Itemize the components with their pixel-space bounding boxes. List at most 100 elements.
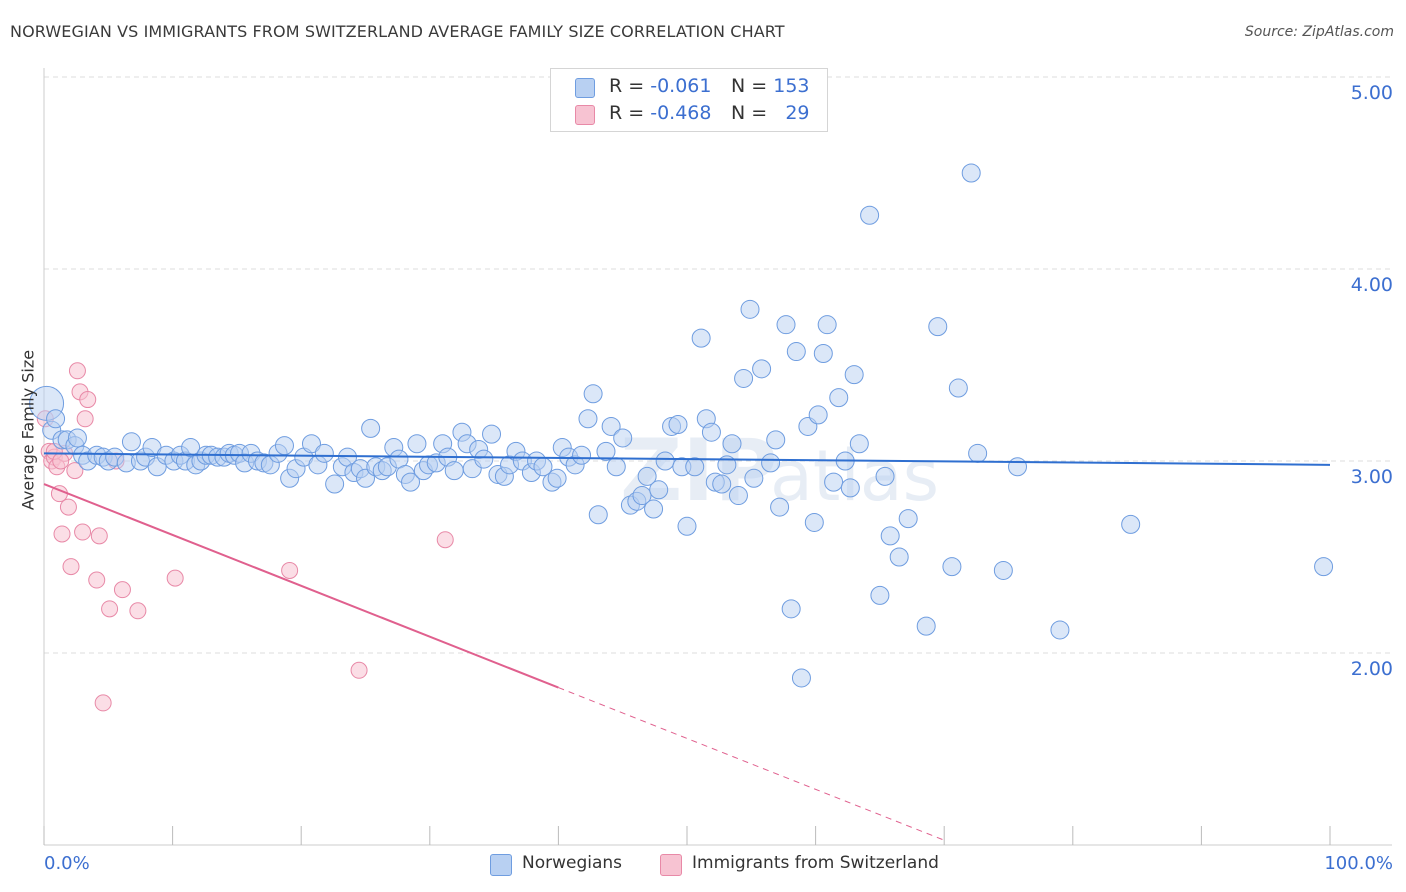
norwegian-point bbox=[1008, 457, 1028, 477]
legend-n-value: 153 bbox=[773, 75, 810, 97]
norwegian-point bbox=[776, 315, 796, 335]
switzerland-point bbox=[66, 462, 84, 480]
switzerland-point bbox=[62, 558, 80, 576]
legend-r: R = -0.061 bbox=[609, 75, 712, 97]
norwegian-point bbox=[728, 486, 748, 506]
norwegian-point bbox=[301, 434, 321, 454]
switzerland-trend-line bbox=[43, 483, 559, 689]
norwegian-point bbox=[928, 317, 948, 337]
switzerland-point bbox=[281, 561, 299, 579]
chart-title: NORWEGIAN VS IMMIGRANTS FROM SWITZERLAND… bbox=[10, 22, 785, 41]
y-axis-label: Average Family Size bbox=[16, 240, 40, 620]
norwegian-point bbox=[808, 405, 828, 425]
switzerland-point bbox=[88, 571, 106, 589]
norwegian-point bbox=[314, 443, 334, 463]
norwegian-point bbox=[677, 516, 697, 536]
norwegian-point bbox=[181, 438, 201, 458]
norwegian-point bbox=[578, 409, 598, 429]
norwegian-point bbox=[46, 409, 66, 429]
norwegian-point bbox=[817, 315, 837, 335]
y-tick-label: 3.00 bbox=[1351, 466, 1393, 488]
switzerland-point bbox=[53, 525, 71, 543]
switzerland-point bbox=[94, 694, 112, 712]
norwegian-point bbox=[786, 342, 806, 362]
x-tick-label: 0.0% bbox=[44, 853, 90, 874]
legend-swatch-blue bbox=[575, 78, 595, 98]
norwegian-point bbox=[813, 343, 833, 363]
norwegian-point bbox=[744, 468, 764, 488]
y-tick-label: 2.00 bbox=[1351, 658, 1393, 680]
norwegian-point bbox=[880, 526, 900, 546]
bottom-legend-swatch-blue bbox=[490, 854, 512, 876]
norwegian-point bbox=[691, 328, 711, 348]
switzerland-point bbox=[59, 498, 77, 516]
norwegian-point bbox=[942, 557, 962, 577]
norwegian-point bbox=[993, 560, 1013, 580]
norwegian-point bbox=[860, 205, 880, 225]
norwegian-point bbox=[961, 163, 981, 183]
norwegian-point bbox=[474, 449, 494, 469]
switzerland-point bbox=[101, 600, 119, 618]
norwegian-point bbox=[325, 474, 345, 494]
norwegian-point bbox=[770, 497, 790, 517]
norwegian-point bbox=[791, 668, 811, 688]
switzerland-point bbox=[90, 527, 108, 545]
norwegian-point bbox=[781, 599, 801, 619]
y-tick-label: 4.00 bbox=[1351, 274, 1393, 296]
switzerland-point bbox=[79, 391, 97, 409]
switzerland-point bbox=[76, 410, 94, 428]
switzerland-point bbox=[52, 452, 70, 470]
norwegian-point bbox=[407, 434, 427, 454]
switzerland-point bbox=[350, 661, 368, 679]
norwegian-point bbox=[655, 451, 675, 471]
norwegian-point bbox=[644, 499, 664, 519]
switzerland-point bbox=[129, 602, 147, 620]
switzerland-point bbox=[113, 581, 131, 599]
norwegian-point bbox=[547, 468, 567, 488]
norwegian-point bbox=[668, 415, 688, 435]
bottom-legend-label: Immigrants from Switzerland bbox=[692, 853, 939, 873]
norwegian-point bbox=[444, 461, 464, 481]
norwegians-points bbox=[29, 163, 1334, 688]
immigrants-switzerland-points bbox=[36, 362, 454, 712]
norwegian-point bbox=[752, 359, 772, 379]
norwegian-point bbox=[401, 472, 421, 492]
x-tick-label: 100.0% bbox=[1324, 853, 1393, 874]
bottom-legend-label: Norwegians bbox=[522, 853, 623, 873]
norwegian-point bbox=[613, 428, 633, 448]
norwegian-point bbox=[840, 478, 860, 498]
switzerland-point bbox=[74, 523, 92, 541]
switzerland-point bbox=[68, 362, 86, 380]
norwegian-point bbox=[649, 480, 669, 500]
norwegian-point bbox=[1314, 557, 1334, 577]
norwegian-point bbox=[898, 509, 918, 529]
legend-swatch-pink bbox=[575, 105, 595, 125]
norwegian-point bbox=[740, 299, 760, 319]
norwegian-point bbox=[361, 418, 381, 438]
norwegian-point bbox=[482, 424, 502, 444]
norwegian-point bbox=[889, 547, 909, 567]
tick-labels: 2.00 3.00 4.00 5.00 0.0% 100.0% bbox=[44, 82, 1393, 874]
norwegian-point bbox=[274, 436, 294, 456]
norwegian-point bbox=[601, 416, 621, 436]
norwegian-point bbox=[916, 616, 936, 636]
legend-r-value: -0.061 bbox=[650, 75, 712, 97]
norwegian-point bbox=[583, 384, 603, 404]
legend-n: N = 29 bbox=[731, 102, 810, 124]
norwegian-point bbox=[722, 434, 742, 454]
legend-n-value: 29 bbox=[785, 102, 810, 124]
norwegian-point bbox=[712, 474, 732, 494]
switzerland-trend-extension bbox=[558, 687, 945, 841]
norwegians-trend-line bbox=[43, 452, 1331, 466]
legend-r: R = -0.468 bbox=[609, 102, 712, 124]
norwegian-point bbox=[588, 505, 608, 525]
norwegian-point bbox=[572, 445, 592, 465]
norwegian-point bbox=[67, 428, 87, 448]
norwegian-point bbox=[685, 457, 705, 477]
norwegian-point bbox=[1121, 514, 1141, 534]
legend-box: R = -0.061 N = 153 R = -0.468 N = 29 bbox=[550, 68, 828, 132]
y-tick-label: 5.00 bbox=[1351, 82, 1393, 104]
switzerland-point bbox=[436, 531, 454, 549]
norwegian-point bbox=[766, 430, 786, 450]
